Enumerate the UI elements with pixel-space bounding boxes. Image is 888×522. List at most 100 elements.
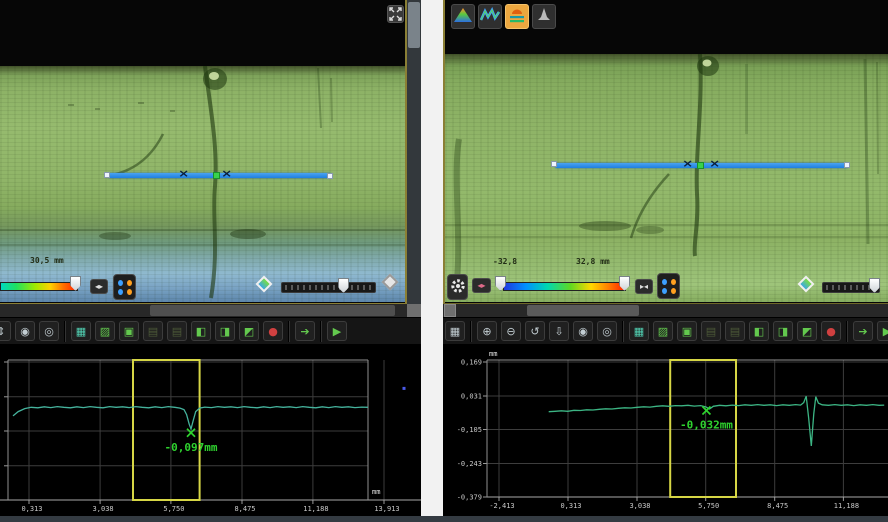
orange-dot-icon (671, 279, 676, 285)
fit-frame-button[interactable]: ▣ (677, 321, 697, 341)
left-color-scale[interactable] (0, 282, 78, 291)
left-collapse-range-button[interactable]: ◂▸ (90, 279, 108, 294)
pixel-zoom-button[interactable]: ▦ (629, 321, 649, 341)
left-horizontal-scrollbar-thumb[interactable] (150, 305, 395, 316)
left-display-mode-button[interactable] (113, 274, 136, 300)
tool-b-button: ▤ (725, 321, 745, 341)
cone-3d-view-button[interactable] (532, 4, 556, 29)
right-image-viewport[interactable]: × × ◂▸ -32,8 32,8 mm ▸◂ (443, 0, 888, 304)
zoom-prev-button[interactable]: ◉ (15, 321, 35, 341)
svg-text:0,169: 0,169 (461, 359, 482, 367)
orange-dot-icon (127, 280, 132, 286)
svg-text:11,188: 11,188 (834, 502, 859, 510)
right-scan-image (445, 54, 888, 302)
zoom-reset-button[interactable]: ↺ (525, 321, 545, 341)
record-button[interactable]: ● (263, 321, 283, 341)
blue-dot-icon (118, 280, 123, 286)
region-zoom-1-button[interactable]: ◧ (191, 321, 211, 341)
zoom-next-button[interactable]: ◎ (597, 321, 617, 341)
export-button[interactable]: ➔ (853, 321, 873, 341)
tool-a-button: ▤ (701, 321, 721, 341)
left-image-viewport[interactable]: × × 30,5 mm ◂▸ (0, 0, 407, 304)
zoom-next-button[interactable]: ◎ (39, 321, 59, 341)
left-measure-x-mark-2[interactable]: × (221, 167, 233, 180)
left-profile-chart[interactable]: 0,313 3,038 5,750 8,475 11,188 13,913 mm -0,097… (0, 345, 421, 522)
right-profile-chart[interactable]: -2,413 0,313 3,038 5,750 8,475 11,188 0,169 0,0… (443, 345, 888, 522)
color-scale-min-handle[interactable] (495, 276, 506, 291)
record-button[interactable]: ● (821, 321, 841, 341)
zoom-in-button[interactable]: ⊕ (477, 321, 497, 341)
export-button[interactable]: ➔ (295, 321, 315, 341)
toolbar-separator (622, 320, 624, 342)
color-scale-max-handle[interactable] (619, 276, 630, 291)
svg-text:0,313: 0,313 (21, 505, 42, 513)
right-measure-center-handle[interactable] (697, 162, 704, 169)
blue-dot-icon (662, 279, 667, 285)
slider-dashes (285, 285, 372, 290)
right-horizontal-scrollbar[interactable] (443, 304, 888, 317)
range-min-label: -32,8 (493, 257, 518, 266)
svg-text:mm: mm (489, 350, 497, 358)
layered-profile-icon (510, 9, 524, 23)
right-display-mode-button[interactable] (657, 273, 680, 299)
right-measure-endpoint-end[interactable] (844, 162, 850, 168)
right-horizontal-scrollbar-thumb[interactable] (527, 305, 639, 316)
left-frame-slider-handle[interactable] (338, 278, 349, 293)
pan-vertical-button[interactable]: ⇕ (0, 321, 11, 341)
layered-profile-view-button[interactable] (505, 4, 529, 29)
region-zoom-2-button[interactable]: ◨ (773, 321, 793, 341)
svg-text:8,475: 8,475 (234, 505, 255, 513)
right-color-scale[interactable] (503, 282, 626, 291)
left-measure-endpoint-end[interactable] (327, 173, 333, 179)
svg-text:5,750: 5,750 (698, 502, 719, 510)
left-scan-defects (0, 66, 405, 299)
snapshot-button[interactable]: ▨ (95, 321, 115, 341)
open-result-button[interactable]: ▶ (327, 321, 347, 341)
toolbar-separator (846, 320, 848, 342)
left-color-scale-handle[interactable] (70, 276, 81, 291)
region-zoom-3-button[interactable]: ◩ (797, 321, 817, 341)
profile-wave-view-button[interactable] (478, 4, 502, 29)
left-frame-slider[interactable] (281, 282, 376, 293)
pixel-zoom-button[interactable]: ▦ (71, 321, 91, 341)
svg-text:-0,032mm: -0,032mm (680, 419, 733, 432)
left-vertical-scrollbar[interactable] (407, 0, 421, 304)
left-measure-x-mark-1[interactable]: × (178, 167, 190, 180)
svg-text:-0,097mm: -0,097mm (165, 441, 218, 454)
left-horizontal-scrollbar[interactable] (0, 304, 407, 317)
svg-text:5,750: 5,750 (163, 505, 184, 513)
swap-range-button[interactable]: ◂▸ (472, 278, 491, 293)
open-result-button[interactable]: ▶ (877, 321, 888, 341)
left-vertical-scrollbar-thumb[interactable] (408, 2, 420, 48)
bottom-status-strip (0, 516, 888, 522)
right-measure-x-mark-2[interactable]: × (709, 157, 721, 170)
right-chart-toolbar: ▦⊕⊖↺⇩◉◎▦▨▣▤▤◧◨◩●➔▶ (443, 317, 888, 345)
left-scan-image (0, 66, 405, 302)
zoom-prev-button[interactable]: ◉ (573, 321, 593, 341)
right-frame-slider-handle[interactable] (869, 278, 880, 293)
fit-frame-button[interactable]: ▣ (119, 321, 139, 341)
left-measure-center-handle[interactable] (213, 172, 220, 179)
orange-dot-icon (127, 289, 132, 295)
region-zoom-3-button[interactable]: ◩ (239, 321, 259, 341)
expand-view-button[interactable] (387, 5, 404, 23)
toolbar-separator (288, 320, 290, 342)
right-measure-endpoint-start[interactable] (551, 161, 557, 167)
zoom-out-button[interactable]: ⊖ (501, 321, 521, 341)
image-settings-button[interactable] (447, 274, 468, 300)
snapshot-button[interactable]: ▨ (653, 321, 673, 341)
right-measure-x-mark-1[interactable]: × (682, 157, 694, 170)
left-measure-endpoint-start[interactable] (104, 172, 110, 178)
svg-text:-0,379: -0,379 (457, 494, 482, 502)
right-panel: × × ◂▸ -32,8 32,8 mm ▸◂ (443, 0, 888, 522)
right-collapse-range-button[interactable]: ▸◂ (635, 279, 653, 294)
zoom-fit-button[interactable]: ⇩ (549, 321, 569, 341)
height-map-view-button[interactable] (451, 4, 475, 29)
right-scrollbar-left-button[interactable] (444, 304, 456, 317)
layout-grid-button[interactable]: ▦ (445, 321, 465, 341)
waveform-icon (479, 6, 501, 21)
region-zoom-1-button[interactable]: ◧ (749, 321, 769, 341)
region-zoom-2-button[interactable]: ◨ (215, 321, 235, 341)
blue-dot-icon (118, 289, 123, 295)
